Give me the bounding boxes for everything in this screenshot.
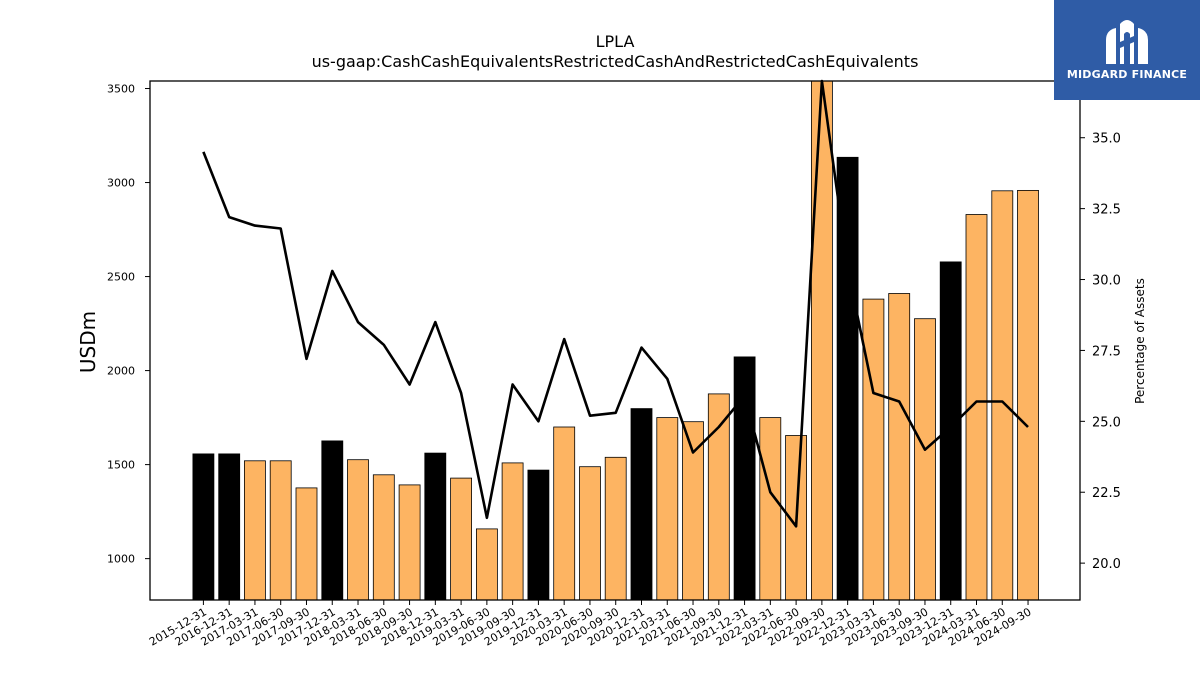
y-axis-right: 20.0 22.5 25.0 27.5 30.0 32.5 35.0	[1080, 132, 1121, 572]
bar-2017-12-31	[321, 440, 344, 601]
bar-2020-03-31	[553, 426, 576, 601]
bar-2019-12-31	[527, 469, 550, 601]
bar-2019-06-30	[475, 528, 498, 601]
bar-2023-06-30	[888, 293, 911, 601]
bar-2015-12-31	[192, 453, 215, 601]
bar-2017-06-30	[269, 460, 292, 601]
bar-2018-09-30	[398, 484, 421, 601]
bar-2017-09-30	[295, 487, 318, 601]
bar-2024-06-30	[991, 190, 1014, 601]
bar-2018-12-31	[424, 452, 447, 601]
bar-2022-03-31	[759, 417, 782, 601]
y-tick-label-1500: 1500	[107, 459, 135, 472]
y2-tick-label-20.0: 20.0	[1092, 557, 1121, 572]
bar-2022-09-30	[811, 80, 833, 601]
y2-tick-label-30.0: 30.0	[1092, 274, 1121, 289]
plot-frame	[149, 80, 1081, 601]
bar-2016-12-31	[218, 453, 241, 601]
percentage-line	[202, 79, 1029, 528]
y2-tick-label-25.0: 25.0	[1092, 415, 1121, 430]
y-tick-label-2500: 2500	[107, 271, 135, 284]
y2-axis-label: Percentage of Assets	[1133, 278, 1147, 404]
y2-tick-label-22.5: 22.5	[1092, 486, 1121, 501]
logo-mark-icon	[1106, 20, 1148, 64]
bar-2019-03-31	[450, 477, 473, 601]
x-axis: 2015-12-312016-12-312017-03-312017-06-30…	[147, 600, 1034, 649]
y2-tick-label-32.5: 32.5	[1092, 203, 1121, 218]
bar-2024-09-30	[1017, 189, 1039, 601]
y-tick-label-2000: 2000	[107, 365, 135, 378]
y-tick-label-1000: 1000	[107, 553, 135, 566]
line-layer	[202, 79, 1029, 528]
y2-tick-label-35.0: 35.0	[1092, 132, 1121, 147]
bars-layer	[192, 80, 1039, 601]
bar-2018-06-30	[372, 474, 395, 601]
bar-2019-09-30	[501, 462, 524, 601]
y2-tick-label-27.5: 27.5	[1092, 344, 1121, 359]
bar-2018-03-31	[347, 459, 369, 601]
bar-2021-12-31	[733, 356, 756, 601]
bar-2023-03-31	[862, 298, 885, 601]
bar-2021-09-30	[707, 393, 730, 601]
bar-2017-03-31	[243, 460, 266, 601]
chart-title: LPLA	[595, 32, 635, 51]
y-tick-label-3500: 3500	[107, 83, 135, 96]
y-axis-left: 1000 1500 2000 2500 3000 3500	[107, 83, 150, 566]
chart-subtitle: us-gaap:CashCashEquivalentsRestrictedCas…	[311, 52, 919, 71]
logo-name: MIDGARD FINANCE	[1066, 68, 1188, 81]
bar-2020-12-31	[630, 408, 653, 601]
bar-2021-03-31	[656, 417, 679, 601]
bar-2023-12-31	[939, 261, 962, 601]
bar-2020-06-30	[579, 466, 601, 601]
bar-2023-09-30	[914, 318, 936, 601]
midgard-finance-logo: MIDGARD FINANCE	[1054, 0, 1200, 100]
y-tick-label-3000: 3000	[107, 177, 135, 190]
bar-2021-06-30	[682, 421, 704, 601]
y-axis-label: USDm	[76, 311, 100, 373]
bar-2020-09-30	[604, 456, 627, 601]
